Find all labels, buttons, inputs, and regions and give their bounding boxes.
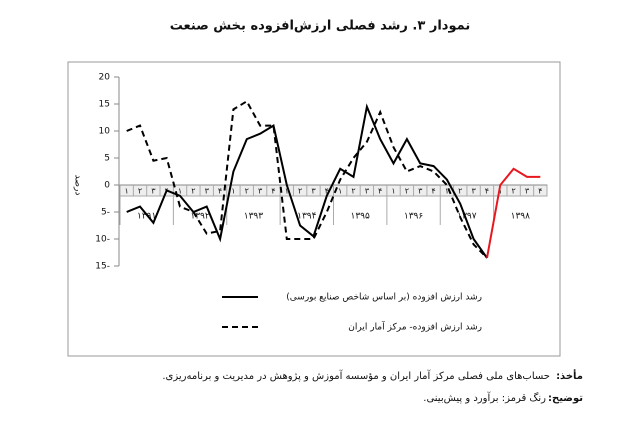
year-label: ۱۳۹۲ xyxy=(190,212,210,222)
series-line xyxy=(486,167,541,259)
year-label: ۱۳۹۸ xyxy=(511,212,531,222)
y-tick-label: 15 xyxy=(99,100,110,110)
legend-label: رشد ارزش افزوده- مرکز آمار ایران xyxy=(348,321,482,333)
x-tick-label: ۳ xyxy=(151,187,156,196)
x-tick-label: ۱ xyxy=(125,187,129,196)
x-tick-label: ۲ xyxy=(511,187,515,196)
x-tick-label: ۴ xyxy=(538,187,542,196)
legend-label: رشد ارزش افزوده (بر اساس شاخص صنایع بورس… xyxy=(286,293,482,303)
y-axis-label: درصد xyxy=(73,175,83,196)
year-label: ۱۳۹۳ xyxy=(244,212,264,222)
x-tick-label: ۱ xyxy=(338,187,342,196)
x-tick-label: ۱ xyxy=(498,187,502,196)
x-tick-label: ۲ xyxy=(138,187,142,196)
x-tick-label: ۱ xyxy=(391,187,395,196)
x-tick-label: ۳ xyxy=(418,187,423,196)
x-tick-label: ۱ xyxy=(285,187,289,196)
y-tick-label: 0 xyxy=(104,181,110,191)
x-tick-label: ۲ xyxy=(191,187,195,196)
y-tick-label: 15- xyxy=(95,262,110,272)
series-line xyxy=(126,99,488,259)
x-tick-label: ۴ xyxy=(271,187,275,196)
x-tick-label: ۳ xyxy=(311,187,316,196)
chart-title: نمودار ۳. رشد فصلی ارزش‌افزوده بخش صنعت xyxy=(170,19,470,34)
source-label: مأخذ: xyxy=(556,369,583,382)
y-tick-label: 20 xyxy=(99,73,111,83)
y-tick-label: 10- xyxy=(95,235,110,245)
year-label: ۱۳۹۶ xyxy=(404,212,424,222)
x-tick-label: ۳ xyxy=(525,187,530,196)
x-tick-label: ۳ xyxy=(258,187,263,196)
x-tick-label: ۲ xyxy=(351,187,355,196)
x-tick-label: ۲ xyxy=(298,187,302,196)
x-tick-label: ۳ xyxy=(205,187,210,196)
x-tick-label: ۱ xyxy=(178,187,182,196)
year-label: ۱۳۹۱ xyxy=(137,212,156,222)
x-tick-label: ۲ xyxy=(458,187,462,196)
x-tick-label: ۱ xyxy=(231,187,235,196)
chart-frame xyxy=(67,61,561,357)
note-text: رنگ قرمز: برآورد و پیش‌بینی. xyxy=(423,391,546,404)
year-label: ۱۳۹۷ xyxy=(457,212,477,222)
x-tick-label: ۴ xyxy=(218,187,222,196)
y-tick-label: 5- xyxy=(101,208,110,218)
x-tick-label: ۴ xyxy=(485,187,489,196)
x-tick-label: ۳ xyxy=(471,187,476,196)
source-text: حساب‌های ملی فصلی مرکز آمار ایران و مؤسس… xyxy=(162,369,550,382)
year-label: ۱۳۹۵ xyxy=(351,212,371,222)
series-line xyxy=(126,103,488,259)
x-tick-label: ۲ xyxy=(245,187,249,196)
y-tick-label: 5 xyxy=(104,154,110,164)
x-tick-label: ۴ xyxy=(325,187,329,196)
x-tick-label: ۱ xyxy=(445,187,449,196)
x-tick-label: ۴ xyxy=(378,187,382,196)
note-label: توضیح: xyxy=(548,393,583,404)
x-tick-label: ۳ xyxy=(365,187,370,196)
year-label: ۱۳۹۴ xyxy=(297,212,317,222)
x-tick-label: ۲ xyxy=(405,187,409,196)
x-tick-label: ۴ xyxy=(431,187,435,196)
y-tick-label: 10 xyxy=(99,127,111,137)
